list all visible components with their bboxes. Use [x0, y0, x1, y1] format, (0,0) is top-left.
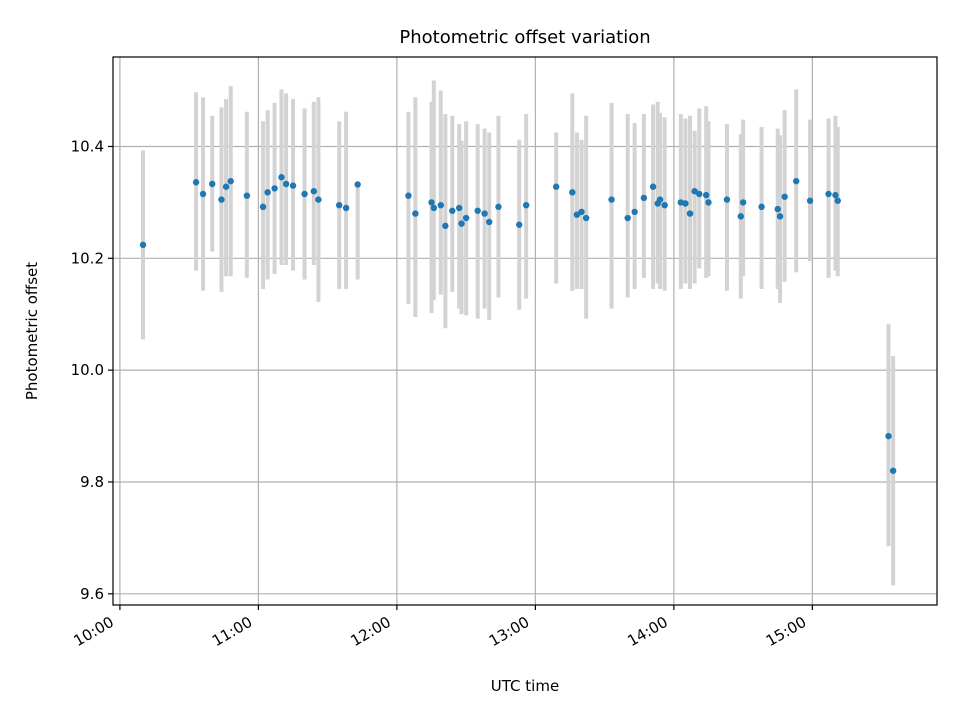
- data-point: [516, 221, 523, 228]
- data-point: [243, 192, 251, 199]
- data-point: [522, 201, 530, 209]
- data-point: [806, 197, 814, 204]
- data-point: [458, 220, 465, 227]
- data-point: [315, 196, 322, 203]
- data-point: [442, 222, 449, 230]
- data-point: [462, 214, 470, 222]
- data-point: [608, 196, 615, 203]
- data-point: [686, 210, 694, 217]
- data-point: [825, 190, 832, 198]
- data-point: [335, 201, 343, 209]
- data-point: [661, 201, 668, 209]
- data-point: [552, 183, 560, 190]
- data-point: [192, 179, 200, 186]
- data-point: [696, 190, 703, 198]
- data-point: [412, 210, 419, 217]
- data-point: [691, 188, 698, 195]
- data-point: [199, 190, 207, 198]
- y-tick-label: 10.4: [71, 137, 104, 155]
- data-point: [495, 203, 502, 211]
- data-point: [282, 180, 290, 188]
- data-point: [310, 188, 318, 195]
- data-point: [449, 207, 456, 214]
- data-point: [758, 203, 765, 211]
- data-point: [578, 208, 585, 216]
- data-point: [781, 193, 788, 200]
- data-point: [737, 213, 745, 220]
- data-point: [301, 190, 308, 198]
- data-point: [456, 204, 463, 212]
- data-point: [624, 214, 631, 222]
- y-tick-label: 9.8: [80, 473, 104, 491]
- y-axis-label: Photometric offset: [23, 262, 41, 400]
- data-point: [222, 183, 230, 190]
- data-point: [832, 191, 839, 199]
- data-point: [218, 196, 225, 203]
- data-point: [139, 241, 147, 249]
- data-point: [682, 200, 689, 207]
- data-point: [885, 432, 892, 440]
- data-point: [723, 196, 731, 203]
- data-point: [573, 211, 581, 218]
- data-point: [289, 182, 297, 189]
- data-point: [428, 199, 435, 206]
- data-point: [569, 189, 576, 196]
- data-point: [705, 199, 712, 206]
- data-point: [481, 210, 488, 217]
- data-point: [739, 199, 747, 206]
- data-point: [702, 191, 710, 199]
- data-point: [227, 177, 234, 185]
- data-point: [582, 214, 590, 222]
- data-point: [342, 204, 350, 212]
- plot-frame: [112, 56, 938, 606]
- data-point: [259, 203, 267, 211]
- data-point: [656, 196, 664, 203]
- data-point: [649, 183, 657, 190]
- data-point: [631, 208, 638, 216]
- grid: [113, 57, 937, 605]
- data-point: [209, 180, 216, 188]
- data-point: [271, 185, 278, 192]
- data-point: [776, 213, 784, 220]
- data-point: [354, 181, 361, 188]
- chart-title: Photometric offset variation: [399, 27, 650, 48]
- data-point: [405, 192, 412, 199]
- y-tick-label: 10.0: [71, 361, 104, 379]
- data-point: [774, 205, 781, 213]
- data-point: [474, 207, 481, 214]
- data-point: [486, 218, 493, 226]
- data-point: [889, 467, 897, 474]
- data-point: [834, 197, 841, 204]
- data-point: [278, 174, 285, 181]
- data-points: [139, 174, 897, 474]
- y-tick-label: 10.2: [71, 249, 104, 267]
- x-axis-label: UTC time: [491, 677, 559, 695]
- data-point: [437, 201, 444, 209]
- data-point: [264, 189, 271, 196]
- data-point: [640, 194, 648, 202]
- data-point: [430, 204, 438, 212]
- data-point: [793, 177, 800, 185]
- y-tick-label: 9.6: [80, 585, 104, 603]
